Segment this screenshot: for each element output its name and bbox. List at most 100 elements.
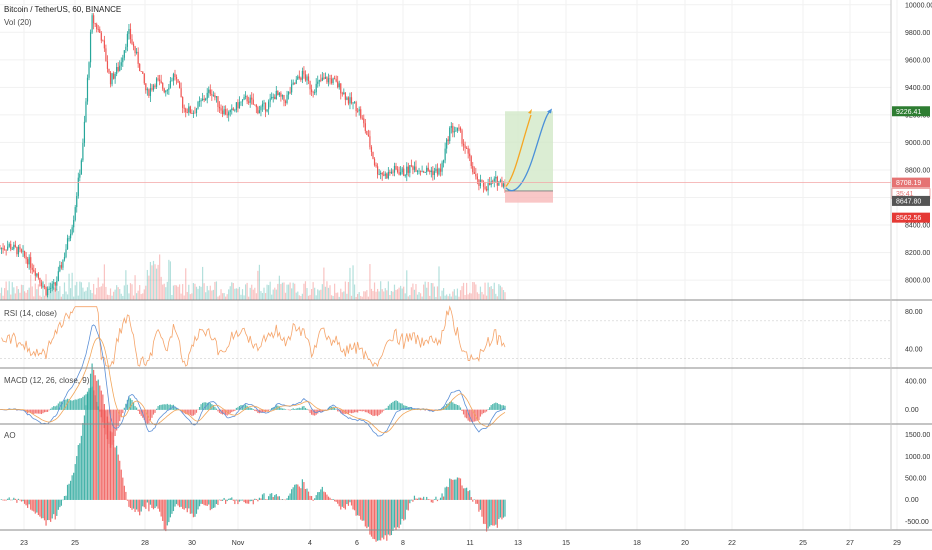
volume-bar	[148, 275, 150, 300]
volume-bar	[380, 281, 382, 300]
volume-bar	[453, 289, 455, 300]
x-tick-label: 20	[681, 540, 689, 547]
macd-histogram-bar	[393, 400, 396, 410]
candle	[136, 51, 138, 54]
candle	[309, 80, 311, 90]
macd-histogram-bar	[294, 409, 296, 410]
ao-bar	[191, 499, 193, 514]
ao-bar	[407, 499, 409, 511]
ao-bar	[482, 499, 485, 524]
macd-histogram-bar	[347, 409, 350, 415]
price-tag-label: 8708.19	[896, 180, 921, 187]
macd-histogram-bar	[68, 399, 70, 410]
ao-bar	[395, 499, 397, 531]
candle	[295, 79, 297, 84]
macd-histogram-bar	[42, 409, 44, 414]
x-tick-label: 28	[141, 540, 149, 547]
candle	[315, 83, 317, 93]
macd-histogram-bar	[244, 404, 247, 410]
ao-bar	[27, 499, 29, 508]
volume-bar	[226, 294, 228, 300]
volume-bar	[71, 272, 73, 300]
macd-histogram-bar	[504, 405, 506, 410]
ao-bar	[240, 499, 242, 501]
macd-histogram-bar	[234, 409, 236, 411]
macd-histogram-bar	[221, 409, 224, 415]
ao-bar	[241, 499, 244, 501]
candle	[473, 172, 475, 174]
macd-histogram-bar	[340, 409, 342, 414]
candle	[482, 181, 485, 187]
volume-bar	[392, 291, 394, 300]
ao-bar	[287, 495, 290, 500]
volume-bar	[291, 288, 293, 300]
ao-bar	[142, 499, 144, 507]
macd-histogram-bar	[423, 409, 425, 410]
candle	[418, 170, 420, 172]
candle	[220, 108, 222, 111]
ao-bar	[182, 499, 184, 509]
macd-histogram-bar	[116, 409, 118, 431]
volume-bar	[261, 292, 264, 300]
ao-bar	[217, 499, 219, 505]
macd-histogram-bar	[384, 408, 386, 410]
ao-bar	[343, 499, 345, 509]
macd-histogram-bar	[400, 403, 402, 410]
candle	[25, 256, 27, 260]
ao-bar	[373, 499, 376, 540]
ao-bar	[132, 499, 135, 509]
ao-bar	[238, 499, 241, 502]
candle	[284, 100, 287, 104]
ao-bar	[235, 499, 237, 501]
ao-bar	[2, 499, 4, 501]
volume-bar	[80, 282, 82, 300]
volume-bar	[120, 293, 122, 300]
ao-bar	[389, 499, 391, 536]
candle	[56, 281, 58, 286]
ao-bar	[364, 499, 366, 527]
ao-bar	[119, 460, 121, 500]
price-tag-label: 8562.56	[896, 215, 921, 222]
macd-histogram-bar	[421, 409, 423, 410]
volume-bar	[260, 291, 262, 300]
candle	[109, 72, 112, 85]
volume-bar	[209, 285, 211, 300]
volume-bar	[123, 285, 125, 300]
volume-bar	[57, 291, 59, 300]
volume-bar	[303, 283, 305, 300]
volume-bar	[324, 286, 327, 300]
candle	[306, 76, 308, 81]
volume-bar	[111, 295, 113, 300]
candle	[268, 101, 270, 110]
volume-bar	[163, 283, 165, 300]
ao-bar	[20, 499, 23, 502]
volume-bar	[373, 282, 376, 300]
candle	[194, 112, 196, 114]
price-tag-entry	[892, 195, 930, 206]
candle	[458, 127, 460, 129]
long-position-tool[interactable]	[505, 108, 553, 203]
candle	[119, 65, 121, 71]
price-tag-label: 8647.80	[896, 198, 921, 205]
ao-bar	[447, 487, 449, 500]
candle	[152, 85, 155, 90]
volume-bar	[249, 287, 251, 300]
ao-bar	[467, 491, 469, 500]
ao-bar	[357, 499, 359, 516]
macd-histogram-bar	[146, 409, 148, 425]
volume-bar	[89, 289, 92, 300]
candle	[134, 46, 136, 54]
ao-bar	[168, 499, 170, 523]
volume-bar	[132, 295, 135, 300]
ao-bar	[109, 431, 112, 500]
ao-bar	[475, 499, 477, 504]
ao-bar	[297, 484, 299, 500]
candle	[436, 168, 439, 175]
volume-bar	[117, 287, 119, 300]
volume-bar	[384, 288, 386, 300]
volume-bar	[140, 294, 142, 300]
candle	[88, 62, 90, 78]
volume-bar	[271, 294, 273, 300]
ao-bar	[117, 454, 119, 500]
